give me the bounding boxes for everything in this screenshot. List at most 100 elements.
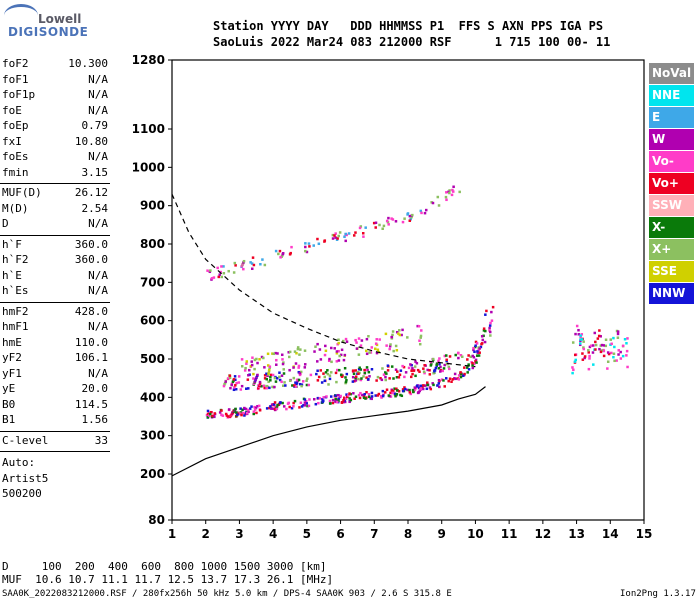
data-point: [413, 386, 417, 389]
data-point: [571, 371, 574, 375]
data-point: [437, 359, 440, 363]
data-point: [305, 379, 308, 383]
data-point: [357, 353, 361, 356]
data-point: [421, 387, 425, 391]
data-point: [336, 237, 339, 240]
data-point: [374, 394, 377, 397]
param-value: 33: [94, 433, 108, 447]
data-point: [252, 410, 256, 413]
data-point: [291, 384, 294, 387]
data-point: [342, 358, 346, 362]
param-name: foE: [2, 103, 22, 117]
data-point: [445, 191, 448, 194]
data-point: [265, 386, 268, 390]
data-point: [389, 395, 393, 398]
data-point: [274, 380, 278, 383]
data-point: [578, 343, 582, 347]
data-point: [466, 358, 469, 361]
data-point: [333, 234, 336, 237]
data-point: [387, 216, 390, 220]
data-point: [367, 335, 370, 338]
data-point: [231, 380, 235, 384]
footer-d-line: D 100 200 400 600 800 1000 1500 3000 [km…: [2, 560, 327, 573]
data-point: [411, 388, 415, 392]
data-point: [409, 392, 412, 396]
data-point: [263, 374, 267, 377]
data-point: [277, 252, 280, 256]
data-point: [384, 375, 387, 379]
data-point: [596, 337, 600, 340]
data-point: [466, 366, 469, 369]
data-point: [419, 209, 423, 213]
data-point: [275, 407, 279, 411]
data-point: [337, 368, 341, 372]
data-point: [478, 347, 481, 350]
data-point: [336, 368, 339, 372]
data-point: [383, 391, 387, 394]
data-point: [280, 374, 284, 377]
param-row: yF1 N/A: [2, 367, 108, 382]
data-point: [240, 384, 244, 388]
data-point: [213, 415, 216, 419]
data-point: [445, 358, 448, 362]
data-point: [452, 190, 455, 193]
data-point: [240, 365, 244, 368]
data-point: [323, 239, 327, 242]
data-point: [612, 352, 616, 355]
data-point: [286, 402, 290, 405]
data-point: [419, 334, 423, 338]
data-point: [429, 387, 433, 391]
footer-info-line: SAA0K_2022083212000.RSF / 280fx256h 50 k…: [2, 589, 452, 599]
data-point: [398, 333, 402, 337]
data-point: [413, 388, 417, 391]
data-point: [223, 383, 226, 386]
data-point: [485, 309, 488, 313]
data-point: [249, 364, 253, 368]
data-point: [381, 367, 384, 370]
data-point: [230, 383, 233, 387]
data-point: [587, 367, 591, 371]
data-point: [381, 389, 385, 393]
data-point: [473, 362, 476, 366]
data-point: [365, 376, 368, 379]
data-point: [268, 368, 271, 372]
param-value: N/A: [88, 150, 108, 163]
data-point: [297, 364, 301, 368]
data-point: [301, 380, 305, 383]
data-point: [438, 385, 441, 389]
data-point: [580, 333, 584, 336]
data-point: [265, 407, 269, 410]
data-point: [395, 348, 399, 352]
data-point: [259, 263, 262, 266]
data-point: [307, 404, 311, 408]
data-point: [378, 223, 381, 227]
data-point: [385, 344, 388, 347]
data-point: [326, 372, 330, 376]
data-point: [255, 357, 258, 361]
data-point: [437, 378, 441, 382]
data-point: [278, 378, 282, 382]
data-point: [247, 368, 251, 372]
data-point: [579, 334, 582, 337]
data-point: [249, 261, 252, 264]
data-point: [290, 406, 294, 410]
legend-item: NoVal: [649, 63, 694, 84]
data-point: [616, 336, 620, 339]
data-point: [206, 269, 209, 272]
data-point: [379, 376, 382, 380]
data-point: [261, 258, 264, 261]
data-point: [237, 381, 241, 384]
data-point: [491, 305, 495, 309]
separator: [0, 183, 110, 184]
data-point: [461, 355, 464, 358]
data-point: [288, 253, 292, 256]
data-point: [299, 370, 303, 374]
data-point: [363, 368, 366, 372]
data-point: [328, 357, 331, 361]
data-point: [445, 354, 448, 357]
param-value: N/A: [88, 217, 108, 230]
logo-arc: [4, 4, 38, 27]
data-point: [343, 400, 347, 404]
data-point: [395, 392, 399, 396]
data-point: [243, 369, 247, 372]
